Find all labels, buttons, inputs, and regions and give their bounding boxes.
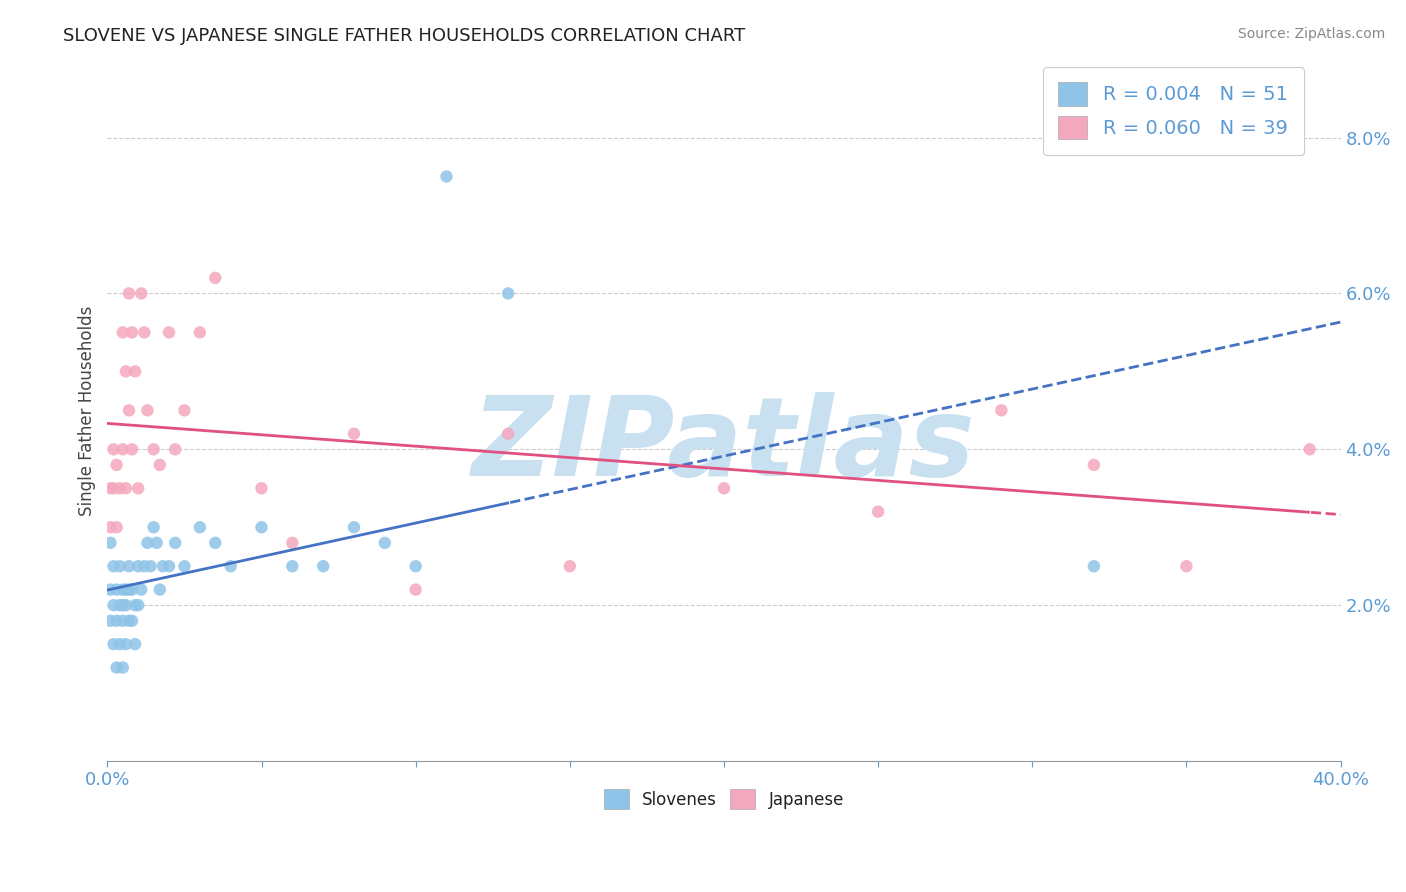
Point xyxy=(115,637,138,651)
Point xyxy=(343,520,366,534)
Point xyxy=(115,598,138,612)
Point xyxy=(713,481,735,495)
Point xyxy=(250,520,273,534)
Point xyxy=(103,481,125,495)
Point xyxy=(103,559,125,574)
Point xyxy=(105,660,128,674)
Text: SLOVENE VS JAPANESE SINGLE FATHER HOUSEHOLDS CORRELATION CHART: SLOVENE VS JAPANESE SINGLE FATHER HOUSEH… xyxy=(63,27,745,45)
Point xyxy=(1083,458,1105,472)
Point xyxy=(157,559,180,574)
Point xyxy=(219,559,242,574)
Point xyxy=(118,582,141,597)
Point xyxy=(105,582,128,597)
Point xyxy=(115,582,138,597)
Point xyxy=(145,536,167,550)
Point xyxy=(105,520,128,534)
Y-axis label: Single Father Households: Single Father Households xyxy=(79,305,96,516)
Point xyxy=(103,442,125,457)
Point xyxy=(105,458,128,472)
Point xyxy=(100,614,122,628)
Point xyxy=(188,520,211,534)
Point xyxy=(127,481,149,495)
Point xyxy=(281,536,304,550)
Point xyxy=(108,481,131,495)
Point xyxy=(121,614,143,628)
Legend: Slovenes, Japanese: Slovenes, Japanese xyxy=(598,782,851,816)
Point xyxy=(127,559,149,574)
Point xyxy=(129,286,152,301)
Point xyxy=(496,286,519,301)
Point xyxy=(100,481,122,495)
Point xyxy=(108,598,131,612)
Point xyxy=(157,326,180,340)
Point xyxy=(111,442,134,457)
Point xyxy=(374,536,396,550)
Point xyxy=(129,582,152,597)
Point xyxy=(405,582,427,597)
Point xyxy=(436,169,458,184)
Point xyxy=(111,660,134,674)
Point xyxy=(868,505,890,519)
Point xyxy=(1175,559,1198,574)
Point xyxy=(152,559,174,574)
Point xyxy=(100,582,122,597)
Point xyxy=(173,403,195,417)
Point xyxy=(405,559,427,574)
Point xyxy=(1083,559,1105,574)
Point xyxy=(136,536,159,550)
Point xyxy=(103,637,125,651)
Point xyxy=(118,559,141,574)
Point xyxy=(142,442,165,457)
Point xyxy=(115,481,138,495)
Point xyxy=(108,637,131,651)
Point xyxy=(343,426,366,441)
Point xyxy=(121,582,143,597)
Point xyxy=(124,364,146,378)
Point xyxy=(134,326,156,340)
Point xyxy=(121,442,143,457)
Point xyxy=(124,598,146,612)
Point xyxy=(558,559,581,574)
Point xyxy=(134,559,156,574)
Point xyxy=(142,520,165,534)
Point xyxy=(165,536,187,550)
Point xyxy=(115,364,138,378)
Point xyxy=(100,520,122,534)
Point xyxy=(165,442,187,457)
Point xyxy=(118,286,141,301)
Point xyxy=(149,458,172,472)
Point xyxy=(188,326,211,340)
Point xyxy=(149,582,172,597)
Point xyxy=(103,598,125,612)
Point xyxy=(281,559,304,574)
Point xyxy=(111,326,134,340)
Point xyxy=(118,403,141,417)
Point xyxy=(111,614,134,628)
Point xyxy=(204,536,226,550)
Point xyxy=(118,614,141,628)
Point xyxy=(1298,442,1320,457)
Point xyxy=(496,426,519,441)
Point xyxy=(124,637,146,651)
Text: ZIPatlas: ZIPatlas xyxy=(472,392,976,499)
Point xyxy=(204,270,226,285)
Point xyxy=(121,326,143,340)
Point xyxy=(139,559,162,574)
Point xyxy=(108,559,131,574)
Point xyxy=(111,598,134,612)
Point xyxy=(100,536,122,550)
Point xyxy=(136,403,159,417)
Point xyxy=(111,582,134,597)
Point xyxy=(312,559,335,574)
Point xyxy=(173,559,195,574)
Point xyxy=(250,481,273,495)
Text: Source: ZipAtlas.com: Source: ZipAtlas.com xyxy=(1237,27,1385,41)
Point xyxy=(990,403,1012,417)
Point xyxy=(127,598,149,612)
Point xyxy=(105,614,128,628)
